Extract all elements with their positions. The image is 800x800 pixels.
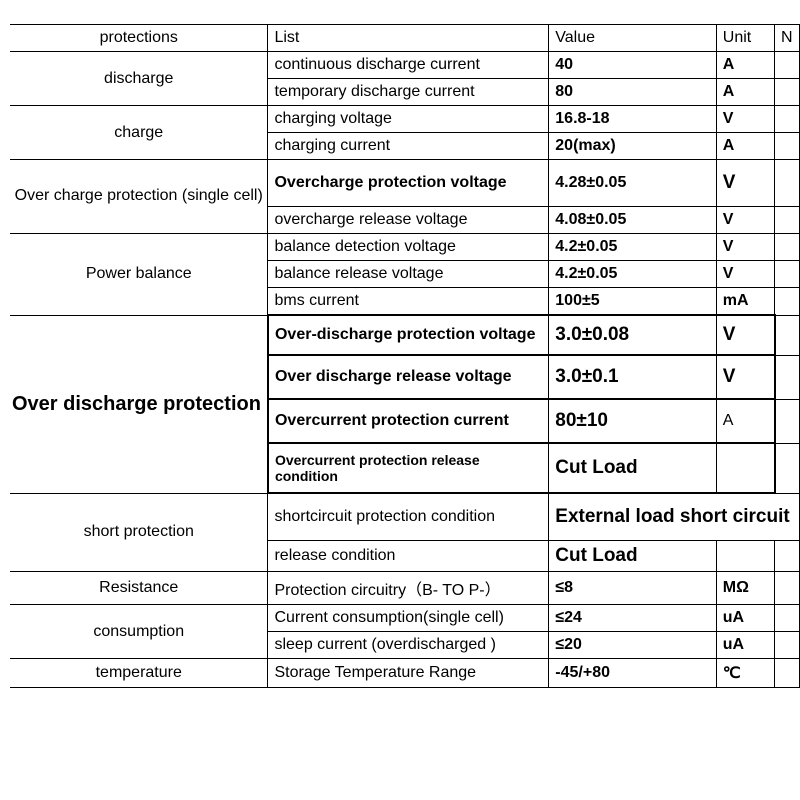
table-row: Resistance Protection circuitry（B- TO P-… xyxy=(10,572,800,605)
cell-list: bms current xyxy=(268,288,549,316)
cell-extra xyxy=(775,355,800,399)
section-consumption: consumption xyxy=(10,605,268,659)
cell-extra xyxy=(775,207,800,234)
cell-list: shortcircuit protection condition xyxy=(268,493,549,541)
cell-list: Overcharge protection voltage xyxy=(268,160,549,207)
cell-list: temporary discharge current xyxy=(268,79,549,106)
table-row: temperature Storage Temperature Range -4… xyxy=(10,659,800,688)
cell-value: -45/+80 xyxy=(549,659,716,688)
cell-unit: A xyxy=(716,52,774,79)
cell-value: 4.08±0.05 xyxy=(549,207,716,234)
cell-unit: uA xyxy=(716,632,774,659)
section-temperature: temperature xyxy=(10,659,268,688)
cell-value: External load short circuit xyxy=(549,493,800,541)
table-row: charge charging voltage 16.8-18 V xyxy=(10,106,800,133)
cell-value: Cut Load xyxy=(549,443,716,493)
cell-extra xyxy=(775,443,800,493)
cell-value: 16.8-18 xyxy=(549,106,716,133)
cell-list: charging current xyxy=(268,133,549,160)
cell-list: Over-discharge protection voltage xyxy=(268,315,549,355)
cell-value: 3.0±0.08 xyxy=(549,315,716,355)
cell-list: sleep current (overdischarged ) xyxy=(268,632,549,659)
cell-value: 80 xyxy=(549,79,716,106)
cell-value: 100±5 xyxy=(549,288,716,316)
table-row: Over discharge protection Over-discharge… xyxy=(10,315,800,355)
cell-unit: A xyxy=(716,399,774,443)
cell-extra xyxy=(775,632,800,659)
cell-extra xyxy=(775,234,800,261)
cell-unit: MΩ xyxy=(716,572,774,605)
cell-value: 20(max) xyxy=(549,133,716,160)
cell-extra xyxy=(775,605,800,632)
cell-value: ≤24 xyxy=(549,605,716,632)
section-powerbalance: Power balance xyxy=(10,234,268,316)
cell-list: Protection circuitry（B- TO P-） xyxy=(268,572,549,605)
cell-value: ≤8 xyxy=(549,572,716,605)
cell-list: Overcurrent protection current xyxy=(268,399,549,443)
section-short: short protection xyxy=(10,493,268,572)
table-row: short protection shortcircuit protection… xyxy=(10,493,800,541)
cell-list: Storage Temperature Range xyxy=(268,659,549,688)
section-resistance: Resistance xyxy=(10,572,268,605)
cell-list: continuous discharge current xyxy=(268,52,549,79)
cell-list: charging voltage xyxy=(268,106,549,133)
table-row: Power balance balance detection voltage … xyxy=(10,234,800,261)
section-overcharge: Over charge protection (single cell) xyxy=(10,160,268,234)
cell-extra xyxy=(775,659,800,688)
cell-unit: mA xyxy=(716,288,774,316)
cell-value: 4.2±0.05 xyxy=(549,261,716,288)
cell-list: balance detection voltage xyxy=(268,234,549,261)
cell-list: balance release voltage xyxy=(268,261,549,288)
cell-unit: V xyxy=(716,234,774,261)
cell-unit: V xyxy=(716,315,774,355)
cell-list: release condition xyxy=(268,541,549,572)
section-charge: charge xyxy=(10,106,268,160)
cell-extra xyxy=(775,133,800,160)
cell-extra xyxy=(775,160,800,207)
cell-unit: ℃ xyxy=(716,659,774,688)
header-row: protections List Value Unit N xyxy=(10,25,800,52)
cell-extra xyxy=(775,572,800,605)
cell-unit: V xyxy=(716,207,774,234)
cell-value: 4.2±0.05 xyxy=(549,234,716,261)
cell-unit: V xyxy=(716,261,774,288)
cell-extra xyxy=(775,52,800,79)
table-row: discharge continuous discharge current 4… xyxy=(10,52,800,79)
cell-unit: A xyxy=(716,133,774,160)
spec-table: protections List Value Unit N discharge … xyxy=(10,24,800,688)
cell-extra xyxy=(775,261,800,288)
cell-value: 40 xyxy=(549,52,716,79)
cell-extra xyxy=(775,106,800,133)
cell-extra xyxy=(775,79,800,106)
cell-list: overcharge release voltage xyxy=(268,207,549,234)
cell-value: ≤20 xyxy=(549,632,716,659)
header-value: Value xyxy=(549,25,716,52)
header-list: List xyxy=(268,25,549,52)
cell-extra xyxy=(775,399,800,443)
cell-unit xyxy=(716,541,774,572)
cell-list: Current consumption(single cell) xyxy=(268,605,549,632)
table-row: consumption Current consumption(single c… xyxy=(10,605,800,632)
cell-list: Overcurrent protection release condition xyxy=(268,443,549,493)
cell-value: 80±10 xyxy=(549,399,716,443)
header-extra: N xyxy=(775,25,800,52)
cell-value: Cut Load xyxy=(549,541,716,572)
cell-extra xyxy=(775,541,800,572)
cell-extra xyxy=(775,288,800,316)
cell-unit: uA xyxy=(716,605,774,632)
table-row: Over charge protection (single cell) Ove… xyxy=(10,160,800,207)
section-discharge: discharge xyxy=(10,52,268,106)
header-unit: Unit xyxy=(716,25,774,52)
cell-unit: V xyxy=(716,106,774,133)
cell-unit: V xyxy=(716,160,774,207)
header-protections: protections xyxy=(10,25,268,52)
cell-unit: V xyxy=(716,355,774,399)
cell-unit: A xyxy=(716,79,774,106)
cell-extra xyxy=(775,315,800,355)
cell-list: Over discharge release voltage xyxy=(268,355,549,399)
cell-unit xyxy=(716,443,774,493)
cell-value: 3.0±0.1 xyxy=(549,355,716,399)
section-overdischarge: Over discharge protection xyxy=(10,315,268,493)
cell-value: 4.28±0.05 xyxy=(549,160,716,207)
